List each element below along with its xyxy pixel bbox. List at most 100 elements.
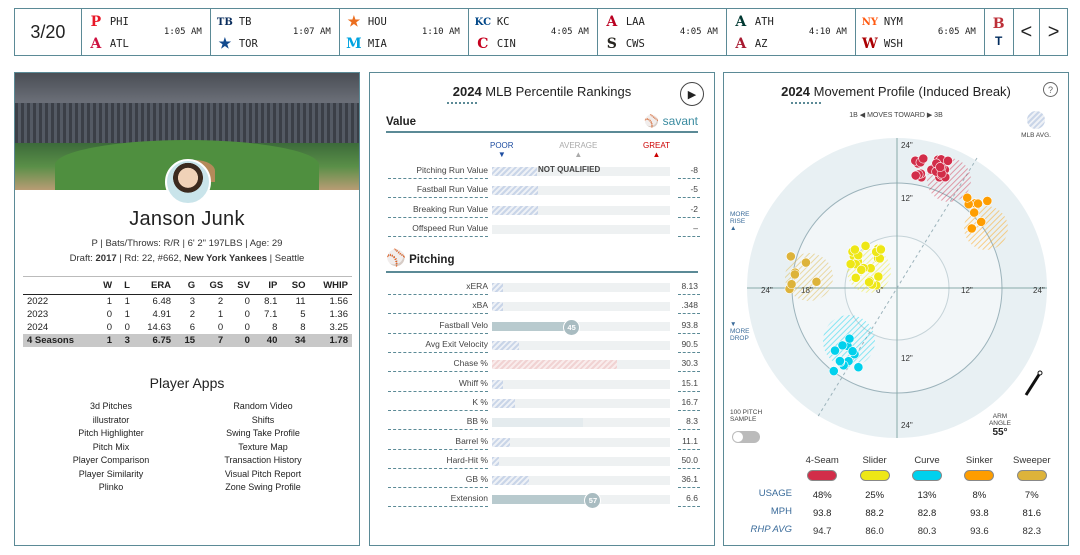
not-qualified-label: NOT QUALIFIED xyxy=(538,165,601,174)
percentile-row[interactable]: Extension 57 6.6 xyxy=(370,489,714,510)
pitch-sample-toggle[interactable] xyxy=(732,431,760,443)
app-link[interactable]: Plinko xyxy=(98,482,124,492)
stat-header: IP xyxy=(253,276,282,295)
pitch-legend: 4-Seam Slider Curve Sinker Sweeper 48% 25% 13% 8… xyxy=(796,455,1058,541)
team-abbr: KC xyxy=(496,16,510,28)
game-card[interactable]: P PHI A ATL 1:05 AM xyxy=(82,9,211,55)
more-rise-text: MORE RISE xyxy=(730,211,750,225)
app-link[interactable]: Player Comparison xyxy=(72,455,150,465)
game-card[interactable]: ★ HOU M MIA 1:10 AM xyxy=(340,9,469,55)
percentile-row[interactable]: Avg Exit Velocity 90.5 xyxy=(370,335,714,354)
draft-school: | Seattle xyxy=(267,253,305,264)
pitch-dot xyxy=(837,340,848,351)
savant-logo[interactable]: ⚾ savant xyxy=(644,114,698,128)
stat-cell: 1.36 xyxy=(329,309,349,320)
percentile-row[interactable]: Breaking Run Value -2 xyxy=(370,200,714,219)
metric-label: xERA xyxy=(466,281,488,292)
metric-label: K % xyxy=(472,396,488,407)
app-link[interactable]: Pitch Highlighter xyxy=(78,428,144,438)
percentile-bar xyxy=(492,398,516,408)
team-abbr: ATH xyxy=(754,16,774,28)
pitch-rhp: 82.3 xyxy=(1022,526,1042,537)
game-time: 4:05 AM xyxy=(679,27,718,37)
stat-cell: 1.56 xyxy=(329,296,349,307)
game-card[interactable]: A LAA S CWS 4:05 AM xyxy=(598,9,727,55)
percentile-title: 2024 MLB Percentile Rankings xyxy=(370,84,714,104)
player-apps-title: Player Apps xyxy=(149,375,225,391)
game-card[interactable]: A ATH A AZ 4:10 AM xyxy=(727,9,856,55)
ring-label: 24" xyxy=(1033,286,1045,295)
app-link[interactable]: Transaction History xyxy=(224,455,302,465)
percentile-bar xyxy=(492,456,500,466)
away-team: ★ HOU xyxy=(346,14,387,30)
scoreboard-bar: 3/20 P PHI A ATL 1:05 AM TB TB ★ TOR 1:07 AM ★ HOU M… xyxy=(14,8,1068,56)
percentile-row[interactable]: Fastball Run Value -5 xyxy=(370,180,714,199)
app-link[interactable]: illustrator xyxy=(92,414,130,425)
percentile-year[interactable]: 2024 xyxy=(452,84,482,99)
game-card[interactable]: KC KC C CIN 4:05 AM xyxy=(469,9,598,55)
app-link[interactable]: Pitch Mix xyxy=(92,441,130,452)
pitch-type-label[interactable]: Sinker xyxy=(965,455,993,466)
game-card[interactable]: NY NYM W WSH 6:05 AM xyxy=(856,9,985,55)
app-link[interactable]: Swing Take Profile xyxy=(226,428,300,438)
date-label[interactable]: 3/20 xyxy=(15,9,82,55)
next-games-button[interactable]: > xyxy=(1047,20,1060,43)
pitching-section-header: ⚾ Pitching xyxy=(386,248,698,274)
mlb-avg-ellipse xyxy=(785,253,833,301)
stat-header: WHIP xyxy=(309,276,352,295)
percentile-row[interactable]: Hard-Hit % 50.0 xyxy=(370,451,714,470)
percentile-row[interactable]: Pitching Run Value -8 NOT QUALIFIED xyxy=(370,161,714,180)
pitch-type-label[interactable]: Slider xyxy=(862,455,887,466)
mlb-avg-toggle[interactable]: MLB AVG. xyxy=(1016,111,1056,139)
help-icon[interactable]: ? xyxy=(1043,82,1058,97)
pitch-dot xyxy=(910,170,921,181)
app-link[interactable]: Visual Pitch Report xyxy=(224,468,302,479)
draft-team: New York Yankees xyxy=(184,253,268,264)
scale-poor: POOR ▼ xyxy=(490,141,514,159)
stat-cell: 0 xyxy=(106,309,113,320)
app-link[interactable]: Shifts xyxy=(251,414,275,425)
app-link[interactable]: Texture Map xyxy=(238,441,288,452)
pitch-dot xyxy=(969,207,980,218)
stat-cell: 0 xyxy=(217,322,224,333)
more-games-logos[interactable]: B T xyxy=(985,9,1014,55)
app-link[interactable]: Player Similarity xyxy=(78,468,144,479)
stat-cell: 40 xyxy=(253,334,282,347)
ring-label: 12" xyxy=(901,194,913,203)
percentile-row[interactable]: K % 16.7 xyxy=(370,393,714,412)
percentile-bar xyxy=(492,283,503,293)
away-team: NY NYM xyxy=(862,14,903,30)
percentile-row[interactable]: Barrel % 11.1 xyxy=(370,432,714,451)
pitch-type-label[interactable]: 4-Seam xyxy=(805,455,839,466)
percentile-row[interactable]: Offspeed Run Value – xyxy=(370,219,714,238)
percentile-row[interactable]: xERA 8.13 xyxy=(370,277,714,296)
metric-value: 36.1 xyxy=(681,474,698,485)
percentile-bar xyxy=(492,205,539,215)
percentile-row[interactable]: xBA .348 xyxy=(370,296,714,315)
value-header: Value xyxy=(386,116,417,128)
percentile-row[interactable]: Chase % 30.3 xyxy=(370,354,714,373)
app-link[interactable]: Random Video xyxy=(233,401,293,411)
prev-games-button[interactable]: < xyxy=(1014,9,1041,55)
home-team: M MIA xyxy=(346,36,387,52)
percentile-row[interactable]: BB % 8.3 xyxy=(370,412,714,431)
play-icon[interactable]: ▶ xyxy=(680,82,704,106)
stat-cell: 34 xyxy=(281,334,310,347)
percentile-row[interactable]: Whiff % 15.1 xyxy=(370,374,714,393)
percentile-row[interactable]: GB % 36.1 xyxy=(370,470,714,489)
pitch-type-label[interactable]: Sweeper xyxy=(1013,455,1051,466)
pitch-type-label[interactable]: Curve xyxy=(914,455,940,466)
app-link[interactable]: 3d Pitches xyxy=(89,401,133,411)
arm-angle-icon xyxy=(1024,370,1043,396)
percentile-row[interactable]: Fastball Velo 45 93.8 xyxy=(370,316,714,336)
pitch-dot xyxy=(845,259,856,269)
stat-cell: 1.78 xyxy=(309,334,352,347)
metric-label: Whiff % xyxy=(458,377,488,388)
percentile-track xyxy=(492,283,670,293)
game-card[interactable]: TB TB ★ TOR 1:07 AM xyxy=(211,9,340,55)
pitch-usage: 25% xyxy=(865,490,885,501)
movement-year[interactable]: 2024 xyxy=(781,84,811,99)
app-link[interactable]: Zone Swing Profile xyxy=(225,482,301,492)
draft-round: | Rd: 22, #662, xyxy=(116,253,185,264)
pitch-swatch xyxy=(953,466,1005,487)
